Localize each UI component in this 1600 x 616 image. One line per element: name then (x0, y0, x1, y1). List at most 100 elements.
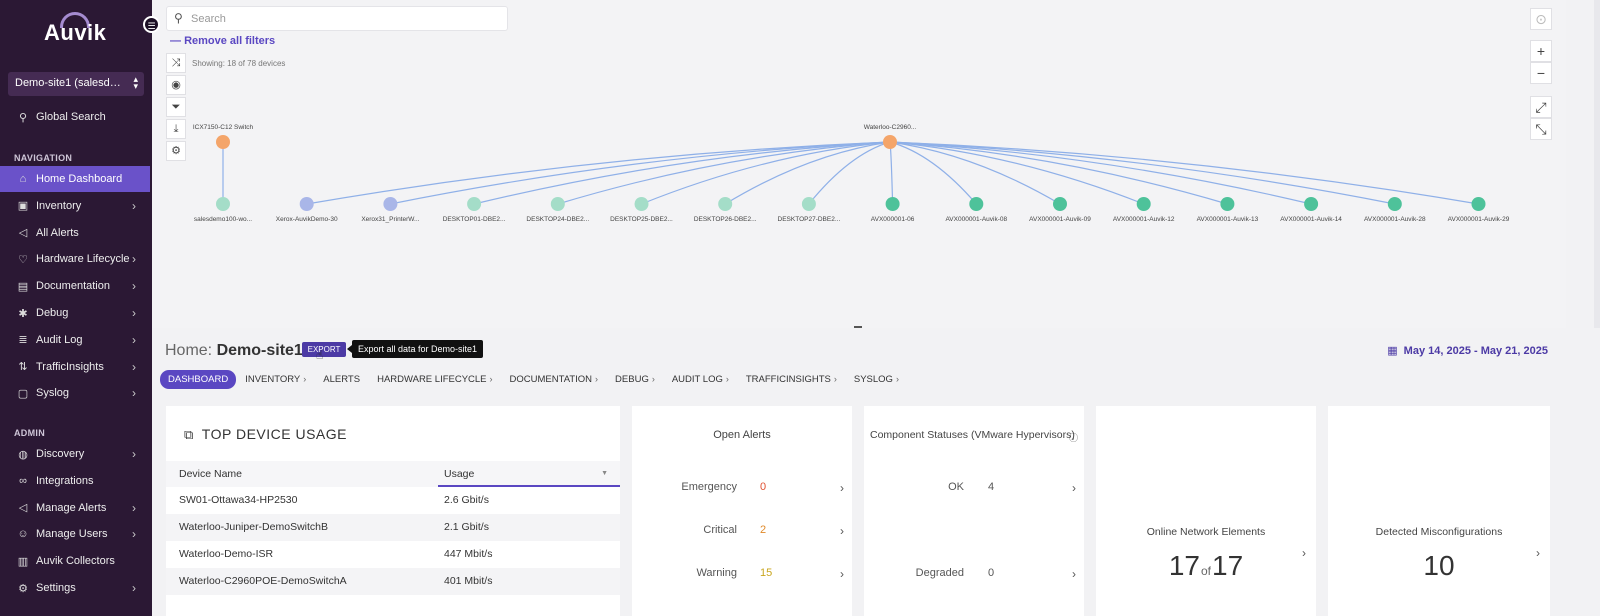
global-search-link[interactable]: ⚲ Global Search (0, 104, 150, 130)
device-node[interactable] (801, 197, 816, 211)
download-icon[interactable]: ⤓ (166, 119, 186, 139)
column-header-usage-label: Usage (444, 468, 475, 480)
chevron-right-icon[interactable]: › (1072, 481, 1076, 495)
remove-filters-link[interactable]: — Remove all filters (170, 35, 276, 47)
device-node[interactable] (1220, 197, 1235, 211)
tab-audit-log[interactable]: AUDIT LOG › (664, 370, 737, 389)
zoom-out-button[interactable]: − (1530, 62, 1552, 84)
collapse-icon[interactable]: ⤡ (1530, 118, 1552, 140)
chevron-right-icon[interactable]: › (1072, 567, 1076, 581)
sidebar-item[interactable]: ⌂ Home Dashboard (0, 166, 150, 192)
topology-link (889, 141, 1479, 205)
locate-icon[interactable]: ⊙ (1530, 8, 1552, 30)
sidebar-item-label: All Alerts (36, 226, 79, 239)
detected-misconfigurations-card[interactable]: Detected Misconfigurations 10 › (1328, 406, 1550, 616)
device-node[interactable] (634, 197, 649, 211)
topology-link (306, 141, 891, 205)
device-node[interactable] (467, 197, 482, 211)
sidebar-item[interactable]: ◁ All Alerts (0, 220, 150, 246)
sidebar-item[interactable]: ⚙ Settings › (0, 575, 150, 601)
sidebar-item[interactable]: ♡ Hardware Lifecycle › (0, 246, 150, 272)
tab-documentation[interactable]: DOCUMENTATION › (502, 370, 607, 389)
table-row[interactable]: SW01-Ottawa34-HP2530 2.6 Gbit/s (166, 487, 620, 514)
hub-node[interactable] (216, 135, 230, 149)
chevron-right-icon: › (132, 581, 136, 595)
export-button[interactable]: EXPORT (302, 342, 346, 357)
sidebar-item[interactable]: ☺ Manage Users › (0, 521, 150, 547)
hub-node[interactable] (883, 135, 897, 149)
chevron-right-icon: › (651, 374, 655, 384)
sidebar-item-label: Discovery (36, 448, 85, 460)
sidebar-item[interactable]: ✱ Debug › (0, 300, 150, 326)
expand-icon[interactable]: ⤢ (1530, 96, 1552, 118)
eye-icon[interactable]: ◉ (166, 75, 186, 95)
tab-label: SYSLOG (853, 374, 893, 385)
device-node[interactable] (216, 197, 230, 211)
component-statuses-card: Component Statuses (VMware Hypervisors) … (864, 406, 1084, 616)
topology-graph[interactable]: ICX7150-C12 Switch Waterloo-C2960... sales… (152, 0, 1560, 328)
filter-icon[interactable]: ⏷ (166, 97, 186, 117)
tab-syslog[interactable]: SYSLOG › (846, 370, 907, 389)
chevron-right-icon[interactable]: › (840, 567, 844, 581)
device-label: salesdemo100-wo... (194, 216, 252, 223)
sidebar-item[interactable]: ⇅ TrafficInsights › (0, 354, 150, 380)
sidebar-item-label: Integrations (36, 474, 94, 487)
tab-hardware-lifecycle[interactable]: HARDWARE LIFECYCLE › (369, 370, 500, 389)
device-node[interactable] (885, 197, 900, 211)
device-node[interactable] (1304, 197, 1319, 211)
device-node[interactable] (1136, 197, 1151, 211)
gear-icon[interactable]: ⚙ (166, 141, 186, 161)
zoom-in-button[interactable]: + (1530, 40, 1552, 62)
chevron-right-icon[interactable]: › (840, 481, 844, 495)
tab-alerts[interactable]: ALERTS (315, 370, 368, 389)
right-scrollbar[interactable] (1594, 0, 1600, 328)
sidebar-item[interactable]: ▢ Syslog › (0, 380, 150, 406)
chevron-right-icon[interactable]: › (840, 524, 844, 538)
sidebar-item[interactable]: ▤ Documentation › (0, 273, 150, 299)
remove-filters-label: Remove all filters (184, 35, 276, 47)
sidebar-item[interactable]: ◍ Discovery › (0, 441, 150, 467)
table-row[interactable]: Waterloo-Demo-ISR 447 Mbit/s (166, 541, 620, 568)
map-search-input[interactable]: ⚲ Search (166, 6, 508, 31)
sidebar-toggle-button[interactable]: ☰ (143, 16, 160, 33)
sidebar-item[interactable]: ≣ Audit Log › (0, 327, 150, 353)
sort-desc-icon[interactable]: ▼ (601, 470, 608, 477)
sidebar-item[interactable]: ◁ Manage Alerts › (0, 495, 150, 521)
date-range-picker[interactable]: ▦ May 14, 2025 - May 21, 2025 (1387, 344, 1548, 357)
chevron-right-icon[interactable]: › (1302, 546, 1306, 560)
device-node[interactable] (969, 197, 984, 211)
device-label: AVX000001-06 (871, 216, 915, 223)
device-node[interactable] (718, 197, 733, 211)
layout-icon[interactable]: ⤨ (166, 53, 186, 73)
chevron-right-icon[interactable]: › (1536, 546, 1540, 560)
tab-dashboard[interactable]: DASHBOARD (160, 370, 237, 389)
device-node[interactable] (1471, 197, 1486, 211)
split-handle[interactable] (854, 326, 862, 328)
chevron-right-icon: › (132, 252, 136, 267)
device-name-cell: Waterloo-C2960POE-DemoSwitchA (179, 575, 347, 587)
heart-icon: ♡ (18, 253, 28, 266)
device-node[interactable] (1053, 197, 1067, 211)
tab-label: TRAFFICINSIGHTS (745, 374, 831, 385)
online-network-elements-card[interactable]: Online Network Elements 17of17 › (1096, 406, 1316, 616)
device-node[interactable] (299, 197, 314, 211)
info-icon[interactable]: ⓘ (1068, 433, 1078, 443)
sidebar-item[interactable]: ∞ Integrations (0, 468, 150, 494)
sidebar-item[interactable]: ▥ Auvik Collectors (0, 548, 150, 574)
site-selector[interactable]: Demo-site1 (salesdemo... ▴ ▾ (8, 72, 144, 96)
auvik-logo[interactable]: Auvik (44, 20, 107, 45)
sidebar-item[interactable]: ▣ Inventory › (0, 193, 150, 219)
network-map[interactable]: ICX7150-C12 Switch Waterloo-C2960... sales… (152, 0, 1566, 328)
device-node[interactable] (383, 197, 398, 211)
column-header-usage[interactable]: Usage ▼ (438, 461, 620, 487)
device-label: Xerox31_PrinterW... (361, 216, 419, 223)
table-row[interactable]: Waterloo-C2960POE-DemoSwitchA 401 Mbit/s (166, 568, 620, 595)
device-node[interactable] (550, 197, 565, 211)
tab-debug[interactable]: DEBUG › (607, 370, 663, 389)
tab-trafficinsights[interactable]: TRAFFICINSIGHTS › (738, 370, 845, 389)
table-row[interactable]: Waterloo-Juniper-DemoSwitchB 2.1 Gbit/s (166, 514, 620, 541)
device-node[interactable] (1387, 197, 1402, 211)
tab-inventory[interactable]: INVENTORY › (237, 370, 314, 389)
column-header-device-name[interactable]: Device Name (179, 468, 243, 480)
chevron-right-icon: › (303, 374, 307, 384)
